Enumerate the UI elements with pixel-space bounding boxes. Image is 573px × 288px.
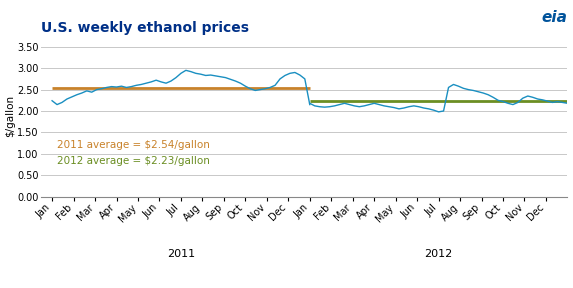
Y-axis label: $/gallon: $/gallon (6, 95, 15, 137)
Text: 2012 average = $2.23/gallon: 2012 average = $2.23/gallon (57, 156, 210, 166)
Text: 2011: 2011 (167, 249, 195, 259)
Text: U.S. weekly ethanol prices: U.S. weekly ethanol prices (41, 21, 249, 35)
Text: eia: eia (541, 10, 567, 25)
Text: 2012: 2012 (425, 249, 453, 259)
Text: 2011 average = $2.54/gallon: 2011 average = $2.54/gallon (57, 140, 210, 150)
